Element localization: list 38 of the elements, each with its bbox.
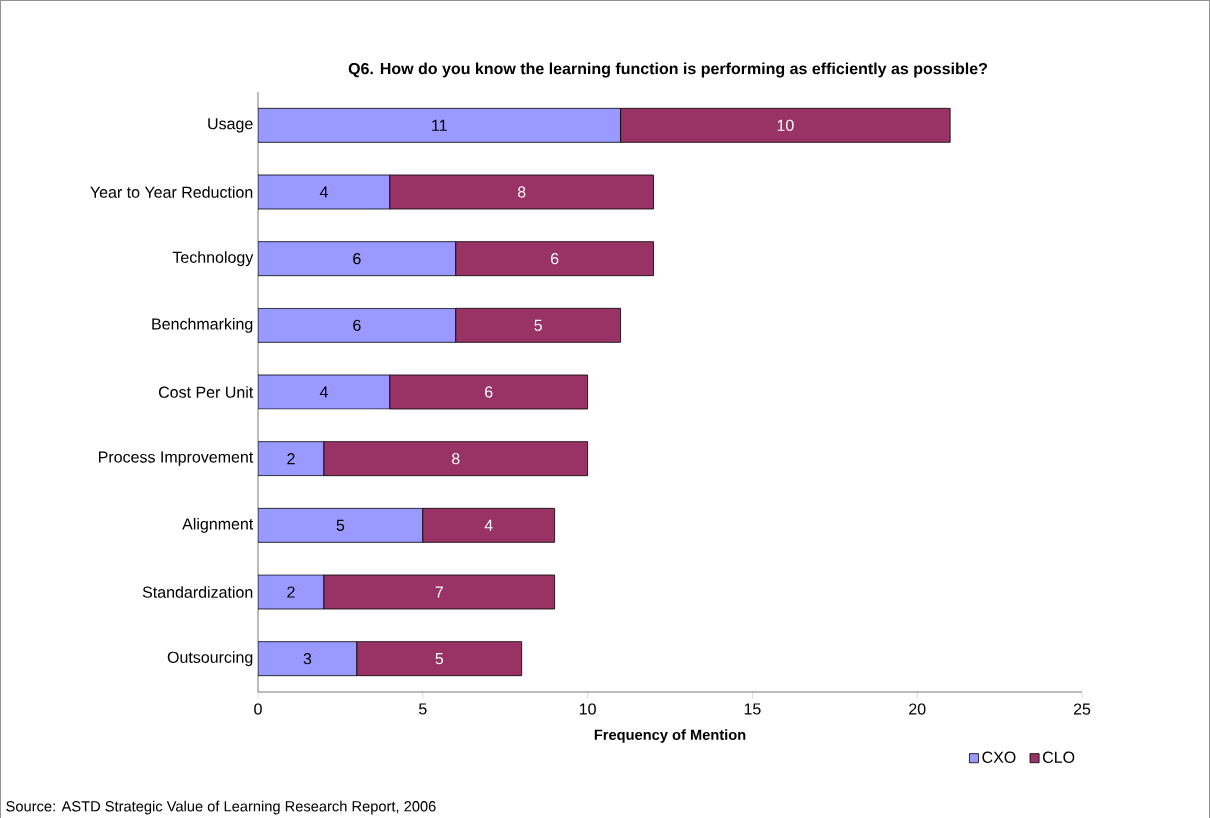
data-label: 5 bbox=[435, 652, 444, 665]
legend-label: CXO bbox=[982, 751, 1016, 763]
y-tick-label: Benchmarking bbox=[152, 317, 253, 333]
data-label: 5 bbox=[336, 519, 345, 531]
data-label: 5 bbox=[534, 319, 542, 331]
data-label: 4 bbox=[484, 519, 493, 531]
y-tick-label: Year to Year Reduction bbox=[90, 185, 253, 198]
data-label: 2 bbox=[287, 452, 295, 465]
data-label: 4 bbox=[319, 386, 328, 398]
data-label: 8 bbox=[517, 186, 526, 198]
x-tick-label: 20 bbox=[909, 703, 926, 715]
x-tick-label: 0 bbox=[254, 703, 262, 715]
data-label: 2 bbox=[287, 586, 295, 598]
y-tick-label: Outsourcing bbox=[167, 651, 253, 666]
data-label: 11 bbox=[432, 119, 447, 131]
data-label: 8 bbox=[452, 452, 460, 465]
data-label: 10 bbox=[777, 119, 794, 131]
y-tick-label: Technology bbox=[172, 251, 254, 266]
legend-label: CLO bbox=[1042, 751, 1075, 763]
y-tick-label: Cost Per Unit bbox=[158, 385, 254, 398]
x-tick-label: 25 bbox=[1073, 703, 1091, 715]
data-label: 6 bbox=[485, 386, 493, 398]
x-tick-label: 5 bbox=[419, 703, 427, 715]
x-axis-title: Frequency of Mention bbox=[594, 729, 746, 743]
x-tick-label: 15 bbox=[744, 703, 761, 715]
y-tick-label: Process Improvement bbox=[99, 451, 254, 466]
data-label: 3 bbox=[303, 652, 312, 665]
chart-title: Q6. How do you know the learning function is performing as efficiently as possible? bbox=[348, 62, 987, 78]
y-tick-label: Standardization bbox=[142, 585, 253, 598]
y-tick-label: Usage bbox=[208, 117, 253, 133]
source-note: Source: ASTD Strategic Value of Learning Research Report, 2006 bbox=[6, 800, 436, 815]
data-label: 6 bbox=[551, 252, 559, 265]
data-label: 4 bbox=[319, 186, 328, 198]
data-label: 6 bbox=[353, 252, 361, 265]
y-tick-label: Alignment bbox=[182, 517, 254, 533]
data-label: 6 bbox=[353, 319, 361, 331]
data-label: 7 bbox=[435, 586, 443, 598]
x-tick-label: 10 bbox=[579, 703, 596, 715]
